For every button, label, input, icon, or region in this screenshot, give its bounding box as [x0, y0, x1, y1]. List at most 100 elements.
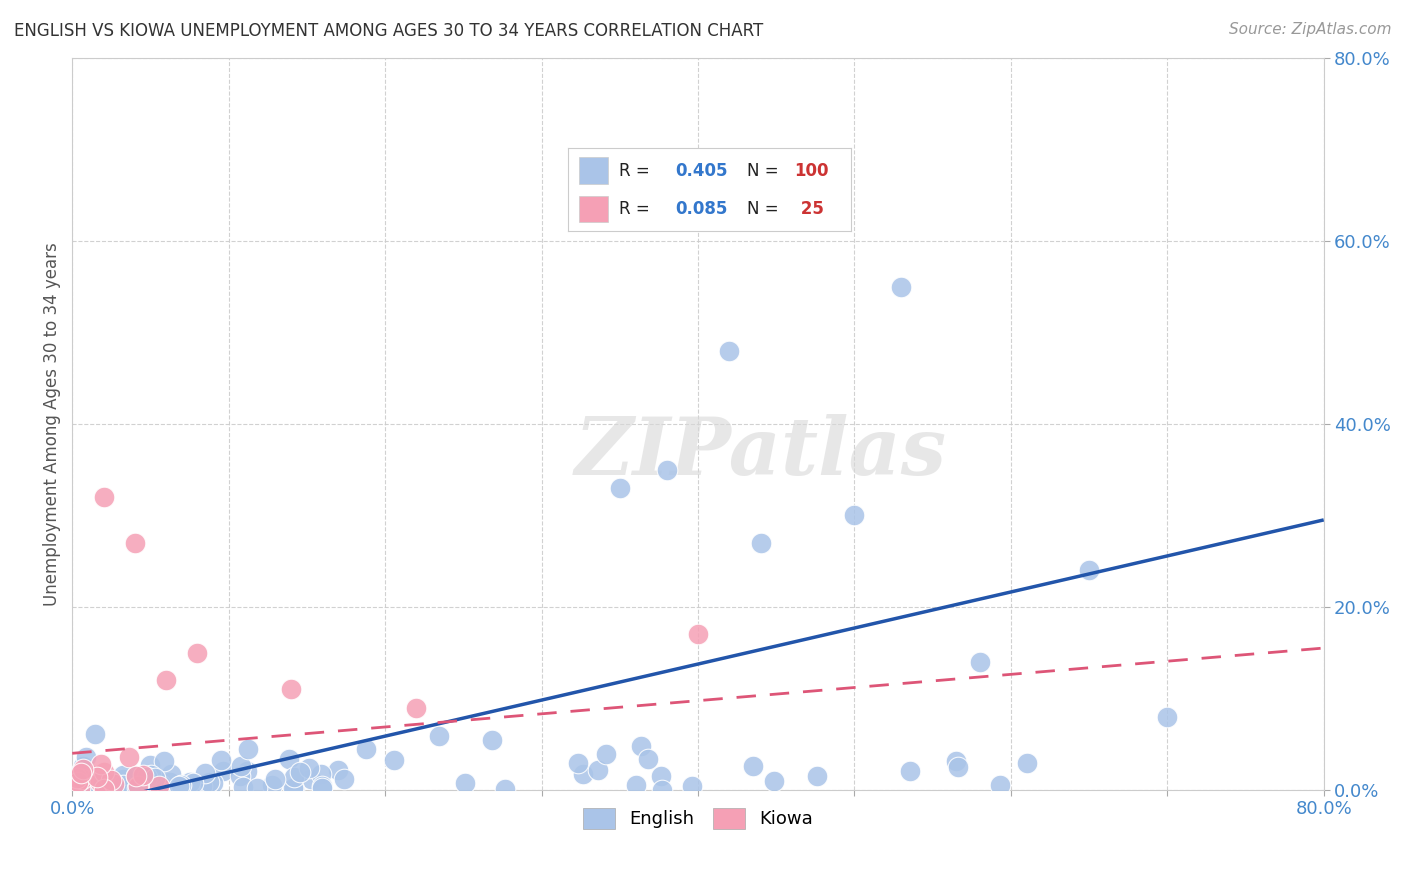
- Point: [138, 757, 160, 772]
- Y-axis label: Unemployment Among Ages 30 to 34 years: Unemployment Among Ages 30 to 34 years: [44, 242, 60, 606]
- Point: [309, 766, 332, 780]
- Point: [111, 778, 134, 792]
- Point: [66, 774, 89, 789]
- Text: 25: 25: [794, 200, 824, 219]
- Point: [595, 747, 617, 761]
- Point: [811, 161, 834, 175]
- Point: [89, 774, 111, 789]
- Point: [94, 774, 117, 789]
- Point: [127, 779, 149, 793]
- Point: [152, 754, 174, 768]
- Point: [212, 764, 235, 778]
- Point: [194, 766, 217, 780]
- Point: [69, 781, 91, 796]
- Point: [183, 778, 205, 792]
- Point: [93, 490, 115, 504]
- Point: [112, 782, 135, 797]
- Point: [844, 508, 866, 523]
- Point: [572, 767, 595, 781]
- Text: R =: R =: [619, 200, 655, 219]
- Point: [191, 779, 214, 793]
- Point: [72, 762, 94, 776]
- Point: [132, 767, 155, 781]
- Point: [86, 770, 108, 784]
- Point: [898, 764, 921, 778]
- Point: [93, 776, 115, 790]
- Text: R =: R =: [619, 161, 655, 179]
- Point: [609, 481, 631, 495]
- Point: [245, 781, 267, 796]
- Text: N =: N =: [747, 161, 783, 179]
- Point: [198, 775, 221, 789]
- Point: [567, 756, 589, 770]
- Point: [118, 750, 141, 764]
- Point: [124, 769, 146, 783]
- Point: [149, 778, 172, 792]
- Point: [290, 765, 312, 780]
- Point: [384, 754, 406, 768]
- Point: [651, 782, 673, 797]
- Point: [283, 781, 305, 796]
- Point: [718, 343, 741, 358]
- Point: [159, 774, 181, 789]
- Point: [742, 758, 765, 772]
- Point: [135, 770, 157, 784]
- Point: [806, 769, 828, 783]
- Point: [72, 759, 94, 773]
- Point: [100, 773, 122, 788]
- Point: [311, 780, 333, 795]
- Point: [236, 764, 259, 778]
- Point: [333, 772, 356, 786]
- Point: [945, 754, 967, 768]
- Point: [624, 778, 647, 792]
- Point: [650, 769, 672, 783]
- Point: [66, 771, 89, 785]
- Point: [481, 733, 503, 747]
- Point: [72, 780, 94, 795]
- Point: [191, 778, 214, 792]
- Point: [229, 769, 252, 783]
- Point: [202, 776, 225, 790]
- Point: [125, 781, 148, 796]
- Point: [125, 769, 148, 783]
- Point: [70, 772, 93, 787]
- Point: [170, 778, 193, 792]
- Point: [988, 778, 1011, 792]
- Point: [139, 767, 162, 781]
- Point: [586, 763, 609, 777]
- Point: [155, 673, 177, 687]
- Point: [148, 779, 170, 793]
- Point: [655, 462, 678, 476]
- Bar: [579, 196, 607, 222]
- Point: [84, 726, 107, 740]
- Point: [69, 765, 91, 780]
- Point: [263, 772, 285, 786]
- Point: [179, 775, 201, 789]
- Text: N =: N =: [747, 200, 783, 219]
- Point: [114, 780, 136, 794]
- Point: [1078, 563, 1101, 577]
- Point: [90, 757, 112, 772]
- Point: [1156, 709, 1178, 723]
- Point: [354, 742, 377, 756]
- Point: [186, 646, 208, 660]
- Legend: English, Kiowa: English, Kiowa: [575, 800, 821, 836]
- Point: [183, 776, 205, 790]
- Point: [127, 779, 149, 793]
- Point: [75, 750, 97, 764]
- Point: [278, 752, 301, 766]
- Point: [281, 780, 304, 795]
- Point: [427, 730, 450, 744]
- Point: [167, 779, 190, 793]
- Point: [70, 766, 93, 780]
- Point: [311, 779, 333, 793]
- Point: [630, 739, 652, 753]
- Point: [139, 775, 162, 789]
- Point: [231, 780, 253, 794]
- Point: [179, 781, 201, 796]
- Text: Source: ZipAtlas.com: Source: ZipAtlas.com: [1229, 22, 1392, 37]
- Point: [1017, 756, 1039, 771]
- Point: [139, 772, 162, 786]
- Text: 0.405: 0.405: [676, 161, 728, 179]
- Point: [143, 772, 166, 786]
